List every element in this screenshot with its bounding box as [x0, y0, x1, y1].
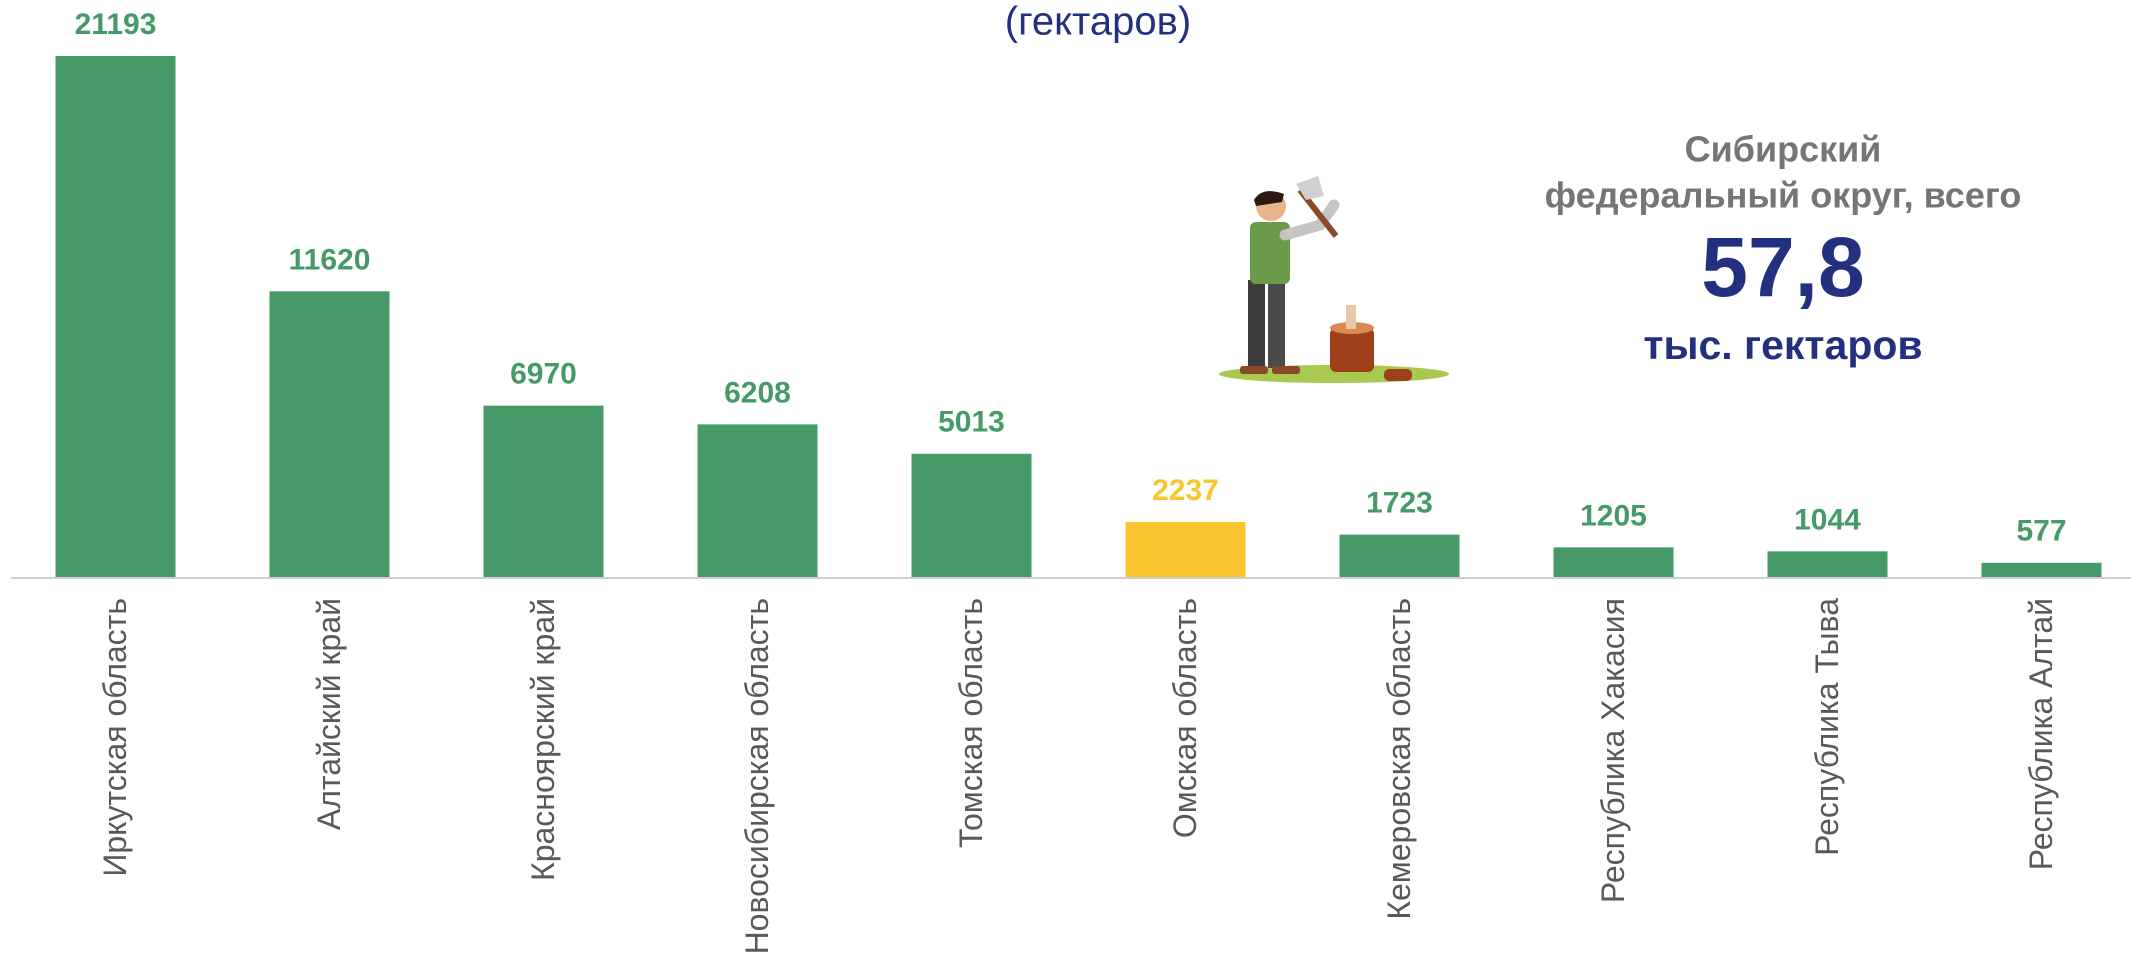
- bar: [698, 424, 818, 577]
- bar: [1126, 522, 1246, 577]
- stump: [1330, 328, 1374, 372]
- chart: (гектаров) Сибирский федеральный округ, …: [0, 0, 2131, 953]
- illustration: [1219, 176, 1449, 383]
- bar: [270, 291, 390, 577]
- annotation-value: 57,8: [1701, 220, 1865, 314]
- value-label: 6208: [724, 376, 791, 409]
- annotation-line: Сибирский: [1685, 129, 1882, 170]
- x-tick-label: Республика Алтай: [2023, 598, 2059, 870]
- boot: [1272, 366, 1300, 374]
- value-label: 1205: [1580, 499, 1647, 532]
- value-label: 5013: [938, 406, 1005, 439]
- value-label: 577: [2016, 515, 2066, 548]
- x-tick-label: Алтайский край: [311, 598, 347, 830]
- value-label: 1723: [1366, 487, 1433, 520]
- x-tick-label: Иркутская область: [97, 598, 133, 877]
- value-label: 11620: [289, 243, 371, 276]
- value-label: 6970: [510, 358, 577, 391]
- bar: [484, 406, 604, 577]
- bar: [1768, 551, 1888, 577]
- boot: [1240, 366, 1268, 374]
- x-tick-label: Красноярский край: [525, 598, 561, 881]
- annotation-line: федеральный округ, всего: [1545, 175, 2022, 216]
- x-tick-label: Республика Тыва: [1809, 598, 1845, 856]
- value-label: 21193: [75, 8, 157, 41]
- leg: [1248, 280, 1265, 368]
- log: [1384, 369, 1412, 381]
- value-label: 1044: [1794, 503, 1861, 536]
- bar: [1982, 563, 2102, 577]
- x-tick-label: Республика Хакасия: [1595, 598, 1631, 903]
- leg: [1268, 280, 1285, 368]
- bar: [1340, 535, 1460, 577]
- bar: [56, 56, 176, 577]
- bar: [912, 454, 1032, 577]
- x-tick-label: Кемеровская область: [1381, 598, 1417, 920]
- value-label: 2237: [1152, 474, 1219, 507]
- annotation-unit: тыс. гектаров: [1643, 322, 1922, 368]
- bar: [1554, 547, 1674, 577]
- x-tick-label: Томская область: [953, 598, 989, 848]
- log: [1346, 305, 1356, 329]
- axe-head: [1296, 176, 1324, 200]
- chart-title: (гектаров): [1005, 0, 1191, 44]
- x-tick-label: Омская область: [1167, 598, 1203, 838]
- x-tick-label: Новосибирская область: [739, 598, 775, 953]
